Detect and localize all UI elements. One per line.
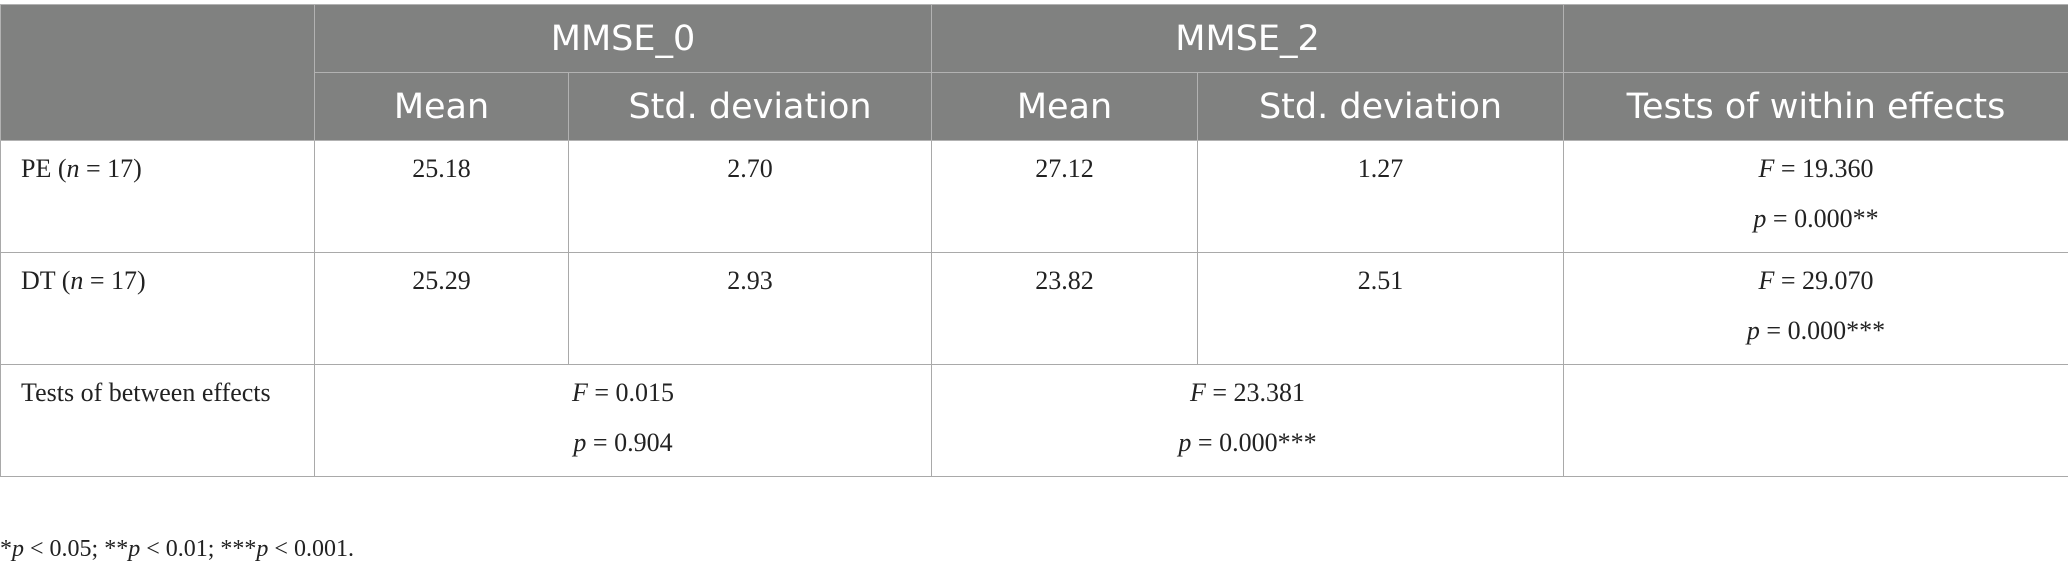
table-row-dt: DT (n = 17) 25.29 2.93 23.82 2.51 F = 29… — [0, 252, 2068, 365]
dt-within-effects: F = 29.070 p = 0.000*** — [1563, 252, 2068, 365]
pe-mmse2-mean: 27.12 — [931, 140, 1198, 253]
pe-mmse2-std: 1.27 — [1197, 140, 1564, 253]
header-mmse0: MMSE_0 — [314, 4, 932, 73]
row-label-between: Tests of between effects — [0, 364, 315, 477]
results-table: MMSE_0 MMSE_2 Mean Std. deviation Mean S… — [0, 4, 2068, 477]
pe-mmse0-mean: 25.18 — [314, 140, 569, 253]
header-row-groups: MMSE_0 MMSE_2 — [0, 4, 2068, 141]
header-mmse2-std: Std. deviation — [1197, 72, 1564, 141]
pe-within-effects: F = 19.360 p = 0.000** — [1563, 140, 2068, 253]
header-mmse2-mean: Mean — [931, 72, 1198, 141]
header-empty-cell — [1563, 4, 2068, 73]
header-row-stats: Mean Std. deviation Mean Std. deviation … — [1, 72, 2068, 141]
row-label-pe: PE (n = 17) — [0, 140, 315, 253]
table-row-pe: PE (n = 17) 25.18 2.70 27.12 1.27 F = 19… — [0, 140, 2068, 253]
between-mmse0: F = 0.015 p = 0.904 — [314, 364, 932, 477]
between-mmse2: F = 23.381 p = 0.000*** — [931, 364, 1564, 477]
header-mmse2: MMSE_2 — [931, 4, 1564, 73]
table-header: MMSE_0 MMSE_2 Mean Std. deviation Mean S… — [0, 4, 2068, 141]
header-corner-cell — [0, 4, 315, 141]
pe-within-p: p = 0.000** — [1753, 204, 1879, 233]
pe-mmse0-std: 2.70 — [568, 140, 932, 253]
dt-mmse0-mean: 25.29 — [314, 252, 569, 365]
pe-within-f: F = 19.360 — [1758, 154, 1874, 183]
table-row-between: Tests of between effects F = 0.015 p = 0… — [0, 364, 2068, 477]
between-mmse2-f: F = 23.381 — [1189, 378, 1306, 407]
dt-within-p: p = 0.000*** — [1746, 316, 1886, 345]
between-empty-cell — [1563, 364, 2068, 477]
dt-within-f: F = 29.070 — [1758, 266, 1874, 295]
table-body: PE (n = 17) 25.18 2.70 27.12 1.27 F = 19… — [0, 140, 2068, 477]
between-mmse2-p: p = 0.000*** — [1178, 428, 1317, 457]
between-mmse0-p: p = 0.904 — [573, 428, 673, 457]
dt-mmse2-std: 2.51 — [1197, 252, 1564, 365]
dt-mmse2-mean: 23.82 — [931, 252, 1198, 365]
header-mmse0-std: Std. deviation — [568, 72, 932, 141]
row-label-dt: DT (n = 17) — [0, 252, 315, 365]
significance-footnote: *p < 0.05; **p < 0.01; ***p < 0.001. — [0, 536, 354, 562]
dt-mmse0-std: 2.93 — [568, 252, 932, 365]
header-mmse0-mean: Mean — [314, 72, 569, 141]
between-mmse0-f: F = 0.015 — [571, 378, 675, 407]
header-within-effects: Tests of within effects — [1563, 72, 2068, 141]
